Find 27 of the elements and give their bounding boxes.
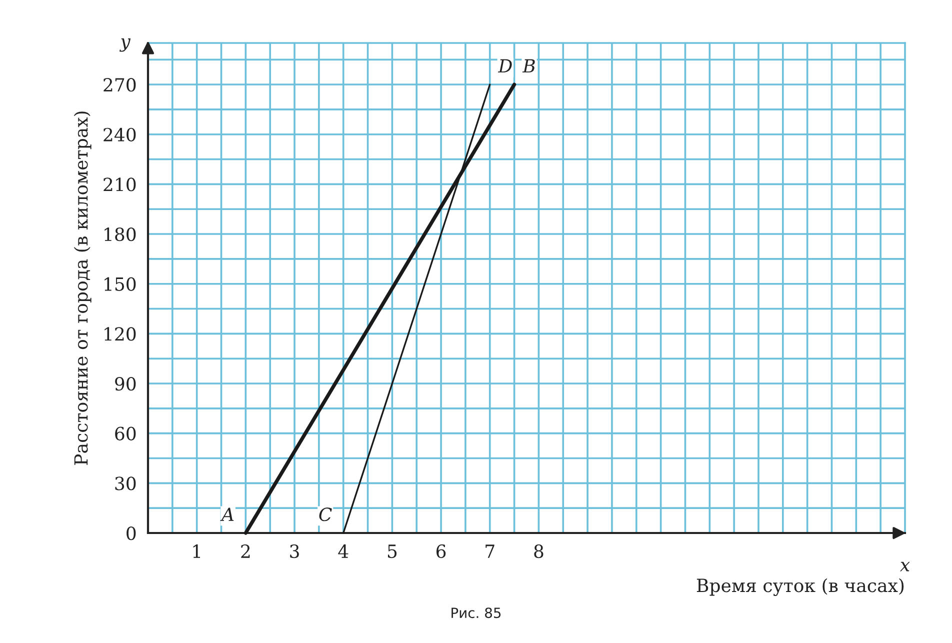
x-tick-label: 8 (534, 544, 544, 558)
text: Рис. 85 (452, 608, 501, 618)
y-tick-label: 150 (104, 277, 136, 291)
x-tick-label: 3 (290, 544, 299, 558)
y-tick-label: 180 (104, 227, 136, 242)
y-axis-title: Расстояние от города (в километрах) (74, 112, 92, 465)
x-tick-label: 4 (338, 544, 348, 558)
annotation: A (220, 508, 234, 521)
y-tick-label: 30 (115, 476, 136, 490)
x-axis-title: Время суток (в часах) (696, 578, 904, 596)
y-tick-label: 240 (104, 128, 136, 142)
text: x (900, 562, 910, 572)
annotation: D (498, 59, 512, 72)
x-tick-label: 7 (486, 544, 494, 558)
y-tick-label: 0 (126, 526, 136, 540)
y-tick-label: 120 (104, 327, 136, 341)
x-tick-label: 5 (388, 544, 397, 558)
y-tick-label: 90 (115, 376, 136, 391)
annotation: C (319, 508, 332, 522)
y-tick-label: 60 (115, 426, 136, 440)
y-tick-label: 270 (104, 78, 136, 92)
y-tick-label: 210 (104, 178, 136, 192)
x-tick-label: 2 (241, 544, 250, 558)
x-tick-label: 1 (193, 544, 200, 558)
text: y (120, 38, 131, 52)
x-tick-label: 6 (436, 544, 446, 558)
annotation: B (522, 59, 535, 72)
